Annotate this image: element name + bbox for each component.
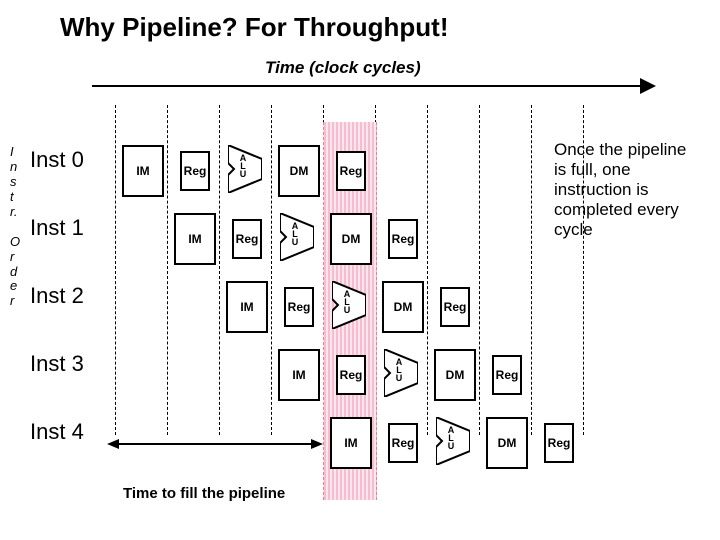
instruction-label: Inst 3: [30, 351, 84, 377]
reg-stage: Reg: [544, 423, 574, 463]
im-stage: IM: [174, 213, 216, 265]
reg-stage: Reg: [388, 423, 418, 463]
fill-time-label: Time to fill the pipeline: [123, 485, 285, 502]
reg-stage: Reg: [284, 287, 314, 327]
instr-order-vertical-label: Instr. Order: [10, 145, 20, 309]
reg-stage: Reg: [232, 219, 262, 259]
im-stage: IM: [122, 145, 164, 197]
dm-stage: DM: [382, 281, 424, 333]
im-stage: IM: [278, 349, 320, 401]
instruction-label: Inst 2: [30, 283, 84, 309]
im-stage: IM: [330, 417, 372, 469]
alu-stage: ALU: [228, 145, 262, 193]
page-title: Why Pipeline? For Throughput!: [60, 12, 449, 43]
instruction-label: Inst 0: [30, 147, 84, 173]
reg-stage: Reg: [180, 151, 210, 191]
time-axis-arrowhead: [640, 78, 656, 94]
instruction-label: Inst 4: [30, 419, 84, 445]
time-axis-label: Time (clock cycles): [265, 58, 421, 78]
dm-stage: DM: [486, 417, 528, 469]
reg-stage: Reg: [336, 355, 366, 395]
reg-stage: Reg: [336, 151, 366, 191]
alu-stage: ALU: [280, 213, 314, 261]
dm-stage: DM: [434, 349, 476, 401]
instruction-label: Inst 1: [30, 215, 84, 241]
im-stage: IM: [226, 281, 268, 333]
dm-stage: DM: [278, 145, 320, 197]
reg-stage: Reg: [492, 355, 522, 395]
reg-stage: Reg: [388, 219, 418, 259]
explanation-text: Once the pipeline is full, one instructi…: [554, 140, 702, 240]
time-axis-line: [92, 85, 640, 87]
reg-stage: Reg: [440, 287, 470, 327]
dm-stage: DM: [330, 213, 372, 265]
alu-stage: ALU: [332, 281, 366, 329]
alu-stage: ALU: [384, 349, 418, 397]
alu-stage: ALU: [436, 417, 470, 465]
